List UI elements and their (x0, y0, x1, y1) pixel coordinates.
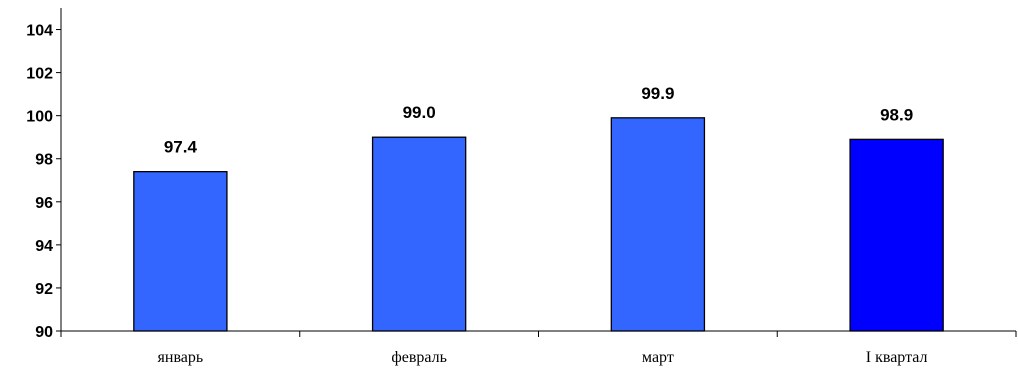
bar (849, 138, 944, 332)
bar (371, 136, 467, 332)
bar (133, 171, 228, 332)
x-tick-label: январь (158, 349, 204, 366)
data-label: 99.0 (403, 103, 436, 122)
y-tick-label: 92 (35, 281, 53, 298)
y-tick-label: 90 (35, 324, 53, 341)
y-tick-label: 102 (26, 66, 53, 83)
y-tick-label: 100 (26, 109, 53, 126)
x-tick-label: февраль (391, 349, 447, 366)
chart-labels: 97.4 январь 99.0 февраль 99.9 март 98.9 I кварт… (158, 84, 928, 366)
bar (610, 117, 706, 332)
x-tick-label: I квартал (866, 349, 928, 366)
y-tick-label: 94 (35, 238, 53, 255)
data-label: 97.4 (164, 138, 198, 157)
y-tick-label: 98 (35, 152, 53, 169)
chart-bars (133, 117, 944, 332)
data-label: 99.9 (641, 84, 674, 103)
y-tick-label: 96 (35, 195, 53, 212)
data-label: 98.9 (880, 105, 913, 124)
x-tick-label: март (642, 349, 674, 366)
y-tick-label: 104 (26, 23, 53, 40)
